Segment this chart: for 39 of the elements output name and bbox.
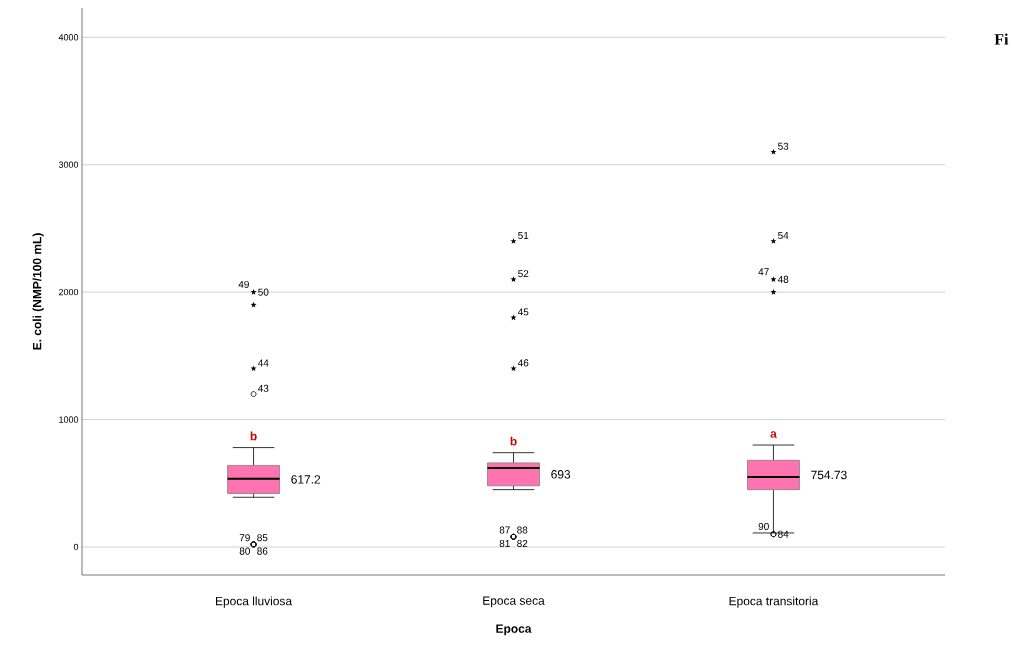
y-tick-label: 1000 xyxy=(59,416,79,423)
annotation: 51 xyxy=(518,232,529,239)
annotation: 54 xyxy=(778,232,789,239)
annotation: 90 xyxy=(758,522,769,531)
annotation: 45 xyxy=(517,308,529,316)
annotation: 82 xyxy=(517,539,528,548)
y-tick-label: 4000 xyxy=(58,34,79,41)
annotation: 79 xyxy=(239,534,250,542)
annotation: 44 xyxy=(257,359,269,367)
x-tick-label: Epoca lluviosa xyxy=(216,596,293,608)
annotation: 81 xyxy=(499,539,510,548)
annotation: 87 xyxy=(499,526,510,534)
annotation: 617.2 xyxy=(291,475,321,484)
x-axis-title: Epoca xyxy=(496,624,532,636)
y-axis-title: E. coli (NMP/100 mL) xyxy=(32,233,44,350)
annotation: 46 xyxy=(517,359,529,367)
text: Fi xyxy=(994,33,1009,45)
annotation: b xyxy=(250,431,257,441)
annotation: 53 xyxy=(778,142,789,150)
annotation: 86 xyxy=(257,547,268,555)
annotation: 48 xyxy=(777,275,789,283)
y-tick-label: 2000 xyxy=(58,288,79,296)
annotation: 47 xyxy=(758,268,769,276)
annotation: 693 xyxy=(551,470,571,479)
annotation: 50 xyxy=(258,288,269,296)
annotation: 52 xyxy=(518,270,529,278)
annotation: 43 xyxy=(257,384,269,392)
annotation: 49 xyxy=(238,280,249,288)
annotation: 85 xyxy=(257,534,268,542)
y-tick-label: 0 xyxy=(73,543,79,551)
annotation: 88 xyxy=(517,526,528,534)
annotation: 80 xyxy=(239,547,250,555)
annotation: a xyxy=(770,431,777,438)
x-tick-label: Epoca seca xyxy=(483,596,545,608)
annotation: 754.73 xyxy=(811,470,847,480)
x-tick-label: Epoca transitoria xyxy=(729,596,819,608)
annotation: b xyxy=(510,436,517,446)
annotation: 84 xyxy=(778,530,789,538)
y-tick-label: 3000 xyxy=(58,161,79,168)
